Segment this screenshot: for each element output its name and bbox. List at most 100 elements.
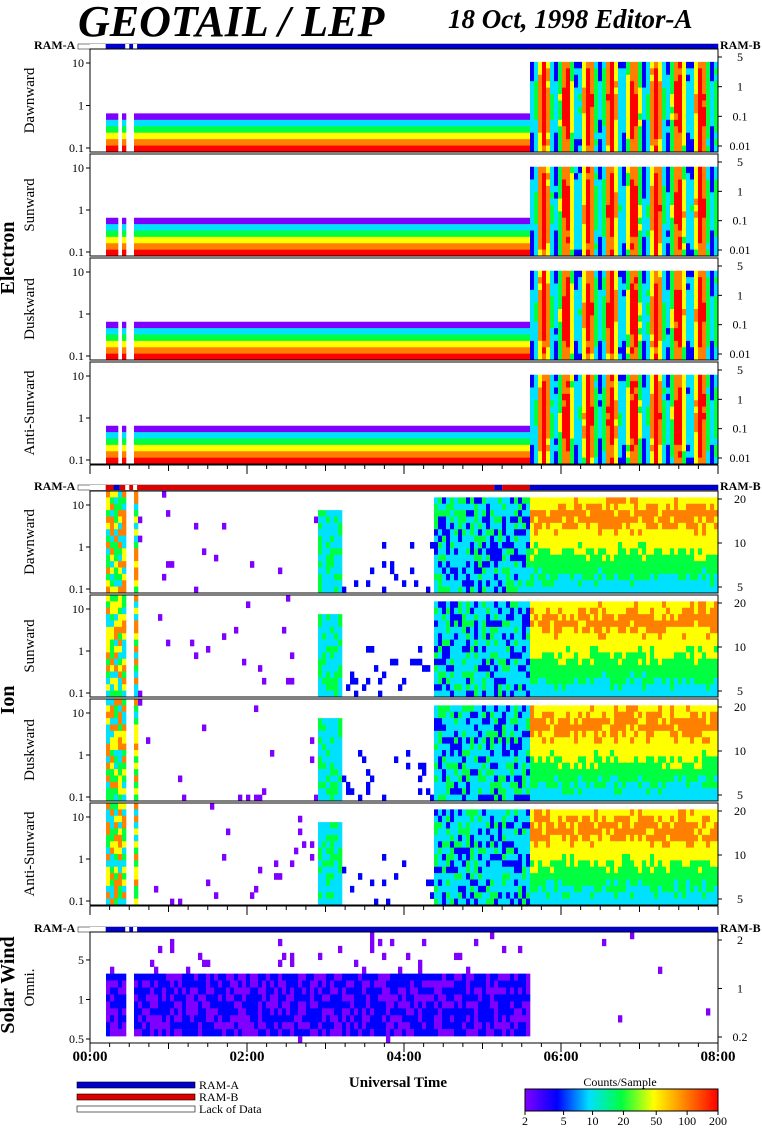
spectrogram-cell	[598, 393, 603, 401]
spectrogram-cell	[618, 100, 623, 108]
spectrogram-cell	[142, 321, 147, 329]
spectrogram-cell	[550, 406, 555, 414]
spectrogram-cell	[562, 387, 567, 395]
spectrogram-cell	[490, 438, 495, 446]
spectrogram-cell	[698, 224, 703, 231]
spectrogram-cell	[426, 113, 431, 121]
spectrogram-cell	[182, 113, 187, 121]
spectrogram-cell	[398, 457, 403, 465]
spectrogram-cell	[490, 347, 495, 354]
spectrogram-cell	[378, 340, 383, 348]
spectrogram-cell	[402, 457, 407, 465]
spectrogram-cell	[306, 438, 311, 446]
spectrogram-cell	[586, 132, 591, 140]
spectrogram-cell	[646, 381, 651, 388]
spectrogram-cell	[274, 340, 279, 348]
spectrogram-cell	[630, 198, 635, 206]
spectrogram-cell	[702, 106, 707, 114]
spectrogram-cell	[134, 321, 139, 329]
spectrogram-cell	[198, 334, 203, 342]
spectrogram-cell	[546, 119, 551, 127]
spectrogram-cell	[334, 334, 339, 342]
spectrogram-cell	[322, 353, 327, 361]
spectrogram-cell	[626, 185, 631, 193]
spectrogram-cell	[634, 400, 639, 407]
spectrogram-cell	[298, 119, 303, 127]
spectrogram-cell	[498, 425, 503, 433]
spectrogram-cell	[582, 198, 587, 206]
spectrogram-cell	[422, 236, 427, 244]
spectrogram-cell	[282, 438, 287, 446]
spectrogram-cell	[610, 249, 615, 257]
spectrogram-cell	[222, 230, 227, 238]
spectrogram-cell	[590, 185, 595, 193]
spectrogram-cell	[138, 438, 143, 446]
spectrogram-cell	[586, 277, 591, 284]
spectrogram-cell	[634, 321, 639, 329]
spectrogram-cell	[574, 249, 579, 257]
spectrogram-cell	[614, 387, 619, 395]
spectrogram-cell	[566, 289, 571, 297]
spectrogram-cell	[482, 457, 487, 465]
spectrogram-cell	[674, 179, 679, 187]
spectrogram-cell	[106, 224, 111, 231]
spectrogram-cell	[678, 74, 683, 82]
spectrogram-cell	[618, 198, 623, 206]
spectrogram-cell	[198, 451, 203, 458]
spectrogram-cell	[610, 309, 615, 316]
spectrogram-cell	[202, 444, 207, 452]
spectrogram-cell	[650, 198, 655, 206]
spectrogram-cell	[162, 119, 167, 127]
spectrogram-cell	[186, 217, 191, 225]
spectrogram-cell	[410, 217, 415, 225]
spectrogram-cell	[330, 321, 335, 329]
spectrogram-cell	[590, 432, 595, 439]
spectrogram-cell	[602, 353, 607, 361]
spectrogram-cell	[334, 353, 339, 361]
spectrogram-cell	[242, 249, 247, 257]
spectrogram-cell	[610, 61, 615, 69]
spectrogram-cell	[658, 106, 663, 114]
spectrogram-cell	[614, 334, 619, 342]
spectrogram-cell	[698, 340, 703, 348]
spectrogram-cell	[342, 340, 347, 348]
spectrogram-cell	[626, 451, 631, 458]
spectrogram-cell	[594, 205, 599, 212]
spectrogram-cell	[642, 249, 647, 257]
spectrogram-cell	[614, 74, 619, 82]
spectrogram-cell	[486, 347, 491, 354]
spectrogram-cell	[606, 334, 611, 342]
spectrogram-cell	[598, 277, 603, 284]
spectrogram-cell	[378, 432, 383, 439]
spectrogram-cell	[626, 309, 631, 316]
spectrogram-cell	[534, 249, 539, 257]
spectrogram-cell	[142, 438, 147, 446]
spectrogram-cell	[170, 347, 175, 354]
spectrogram-cell	[314, 457, 319, 465]
spectrogram-cell	[578, 393, 583, 401]
spectrogram-cell	[666, 387, 671, 395]
spectrogram-cell	[202, 145, 207, 153]
spectrogram-cell	[558, 198, 563, 206]
spectrogram-cell	[410, 249, 415, 257]
spectrogram-cell	[534, 61, 539, 69]
spectrogram-cell	[582, 457, 587, 465]
spectrogram-cell	[426, 230, 431, 238]
spectrogram-cell	[558, 61, 563, 69]
spectrogram-cell	[538, 81, 543, 88]
spectrogram-cell	[366, 457, 371, 465]
spectrogram-cell	[534, 270, 539, 278]
spectrogram-cell	[590, 302, 595, 310]
spectrogram-cell	[178, 126, 183, 133]
spectrogram-cell	[658, 387, 663, 395]
spectrogram-cell	[458, 353, 463, 361]
spectrogram-cell	[302, 243, 307, 250]
spectrogram-cell	[446, 119, 451, 127]
spectrogram-cell	[106, 432, 111, 439]
spectrogram-cell	[454, 113, 459, 121]
spectrogram-cell	[370, 457, 375, 465]
spectrogram-cell	[238, 236, 243, 244]
spectrogram-cell	[546, 113, 551, 121]
spectrogram-cell	[562, 438, 567, 446]
spectrogram-cell	[566, 413, 571, 420]
